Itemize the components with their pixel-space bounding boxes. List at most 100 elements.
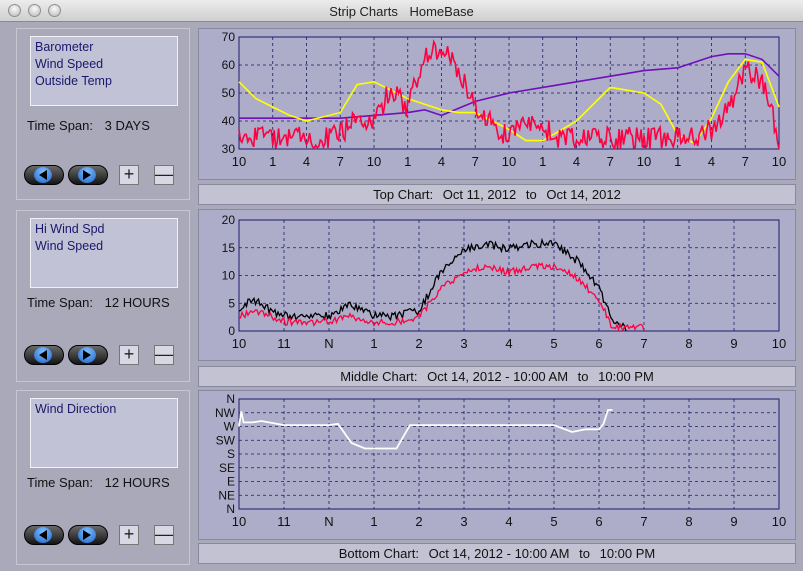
caption-label: Middle Chart: [340, 369, 418, 384]
y-tick-label: 50 [222, 86, 236, 100]
bottom-scroll-forward-button[interactable] [68, 525, 108, 545]
bottom-strip-chart[interactable]: N NW W SW S SE E NE N 10 11 N 1 2 3 4 5 6 7 8 9 10 [198, 390, 796, 540]
window-titlebar: Strip Charts HomeBase [0, 0, 803, 22]
top-chart-control-panel: Barometer Wind Speed Outside Temp Time S… [16, 28, 190, 200]
middle-chart-legend: Hi Wind Spd Wind Speed [30, 218, 178, 288]
series-wind-direction [238, 409, 613, 450]
x-tick-label: 5 [550, 514, 557, 529]
caption-end: Oct 14, 2012 [546, 187, 621, 202]
window-subtitle-text: HomeBase [409, 4, 474, 19]
middle-zoom-in-button[interactable]: + [119, 345, 139, 365]
y-tick-label: 70 [222, 30, 236, 44]
y-tick-label: 0 [228, 324, 235, 338]
zoom-window-button[interactable] [48, 4, 61, 17]
x-tick-label: 10 [232, 154, 246, 169]
x-tick-label: 8 [685, 514, 692, 529]
time-span-value: 12 HOURS [104, 295, 170, 310]
y-tick-label: 20 [222, 213, 236, 227]
caption-label: Top Chart: [373, 187, 434, 202]
x-tick-label: 7 [337, 154, 344, 169]
top-zoom-in-button[interactable]: + [119, 165, 139, 185]
y-tick-label: N [226, 502, 235, 516]
strip-charts-content: Barometer Wind Speed Outside Temp Time S… [0, 22, 803, 571]
left-arrow-icon [39, 350, 47, 360]
middle-time-span: Time Span: 12 HOURS [27, 295, 170, 310]
minimize-window-button[interactable] [28, 4, 41, 17]
x-tick-label: 3 [460, 336, 467, 351]
x-tick-label: 3 [460, 514, 467, 529]
x-tick-label: 7 [640, 514, 647, 529]
caption-end: 10:00 PM [599, 546, 656, 561]
legend-item-wind-speed: Wind Speed [35, 239, 104, 253]
middle-chart-caption: Middle Chart: Oct 14, 2012 - 10:00 AM to… [198, 366, 796, 387]
x-tick-label: 10 [502, 154, 516, 169]
legend-item-outside-temp: Outside Temp [35, 74, 112, 88]
left-arrow-icon [39, 530, 47, 540]
right-arrow-icon [83, 530, 91, 540]
top-scroll-forward-button[interactable] [68, 165, 108, 185]
top-scroll-back-button[interactable] [24, 165, 64, 185]
y-tick-label: 15 [222, 241, 236, 255]
y-tick-label: NW [215, 406, 236, 420]
x-tick-label: 1 [539, 154, 546, 169]
top-time-span: Time Span: 3 DAYS [27, 118, 150, 133]
x-tick-label: 10 [637, 154, 651, 169]
series-hi-wind-spd [238, 237, 627, 332]
x-tick-label: 2 [415, 336, 422, 351]
middle-strip-chart[interactable]: 0 5 10 15 20 10 11 N 1 2 3 4 5 6 7 8 9 10 [198, 209, 796, 361]
y-tick-label: 30 [222, 142, 236, 156]
y-tick-label: 10 [222, 269, 236, 283]
x-tick-label: 10 [232, 514, 246, 529]
x-tick-label: N [324, 336, 333, 351]
x-tick-label: 4 [573, 154, 580, 169]
series-wind-speed [238, 262, 645, 333]
x-tick-label: 4 [505, 514, 512, 529]
caption-start: Oct 11, 2012 [442, 187, 517, 202]
bottom-time-span: Time Span: 12 HOURS [27, 475, 170, 490]
time-span-value: 12 HOURS [104, 475, 170, 490]
top-chart-caption: Top Chart: Oct 11, 2012 to Oct 14, 2012 [198, 184, 796, 205]
x-tick-label: 9 [730, 336, 737, 351]
middle-zoom-out-button[interactable]: — [154, 344, 174, 365]
x-tick-label: 4 [505, 336, 512, 351]
middle-scroll-forward-button[interactable] [68, 345, 108, 365]
y-tick-label: SE [219, 461, 235, 475]
x-tick-label: 7 [640, 336, 647, 351]
time-span-label: Time Span: [27, 295, 93, 310]
x-tick-label: 2 [415, 514, 422, 529]
x-tick-label: 11 [277, 336, 291, 351]
x-tick-label: N [324, 514, 333, 529]
x-tick-label: 6 [595, 514, 602, 529]
bottom-zoom-out-button[interactable]: — [154, 524, 174, 545]
right-arrow-icon [83, 170, 91, 180]
top-strip-chart[interactable]: 30 40 50 60 70 10 1 4 7 10 1 4 7 10 1 4 7 10 1 4 7 10 [198, 28, 796, 180]
middle-scroll-back-button[interactable] [24, 345, 64, 365]
y-tick-label: 5 [228, 296, 235, 310]
x-tick-label: 10 [772, 154, 786, 169]
y-tick-label: 60 [222, 58, 236, 72]
middle-chart-control-panel: Hi Wind Spd Wind Speed Time Span: 12 HOU… [16, 210, 190, 382]
window-title-text: Strip Charts [329, 4, 398, 19]
x-tick-label: 8 [685, 336, 692, 351]
x-tick-label: 9 [730, 514, 737, 529]
bottom-zoom-in-button[interactable]: + [119, 525, 139, 545]
top-zoom-out-button[interactable]: — [154, 164, 174, 185]
legend-item-wind-speed: Wind Speed [35, 57, 104, 71]
x-tick-label: 11 [277, 514, 291, 529]
bottom-scroll-back-button[interactable] [24, 525, 64, 545]
y-tick-label: NE [218, 488, 235, 502]
x-tick-label: 7 [607, 154, 614, 169]
y-tick-label: 40 [222, 114, 236, 128]
caption-label: Bottom Chart: [338, 546, 419, 561]
caption-end: 10:00 PM [598, 369, 654, 384]
caption-sep: to [525, 187, 537, 202]
right-arrow-icon [83, 350, 91, 360]
x-tick-label: 10 [232, 336, 246, 351]
legend-item-hi-wind-spd: Hi Wind Spd [35, 222, 105, 236]
series-wind-speed [238, 38, 780, 151]
x-tick-label: 1 [370, 336, 377, 351]
close-window-button[interactable] [8, 4, 21, 17]
y-tick-label: S [227, 447, 235, 461]
x-tick-label: 4 [708, 154, 715, 169]
